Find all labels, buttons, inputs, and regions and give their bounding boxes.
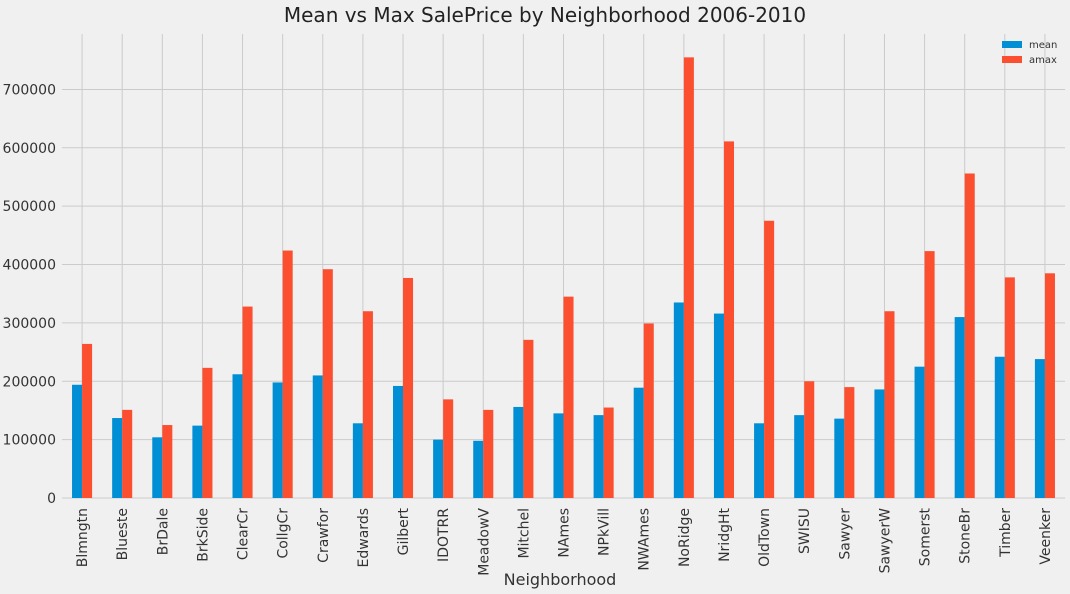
bars <box>72 57 1055 499</box>
x-tick-label: SawyerW <box>877 508 893 574</box>
bar-amax-Crawfor <box>322 269 333 498</box>
x-tick-label: MeadowV <box>476 508 492 576</box>
bar-mean-Blueste <box>112 418 123 498</box>
y-axis-ticks: 0 100000 200000 300000 400000 500000 600000 700… <box>3 82 56 507</box>
y-tick-label: 600000 <box>3 141 56 157</box>
y-tick-label: 100000 <box>3 433 56 449</box>
bar-mean-Timber <box>994 356 1005 498</box>
bar-amax-Edwards <box>362 311 373 498</box>
x-tick-label: Blueste <box>115 508 131 560</box>
x-tick-label: NoRidge <box>677 508 693 567</box>
bar-amax-NoRidge <box>683 57 694 498</box>
bar-amax-BrkSide <box>202 367 213 498</box>
bar-amax-MeadowV <box>483 409 494 498</box>
bar-amax-Blueste <box>122 409 133 498</box>
bar-mean-NWAmes <box>633 387 644 498</box>
x-tick-label: BrDale <box>155 508 171 555</box>
bar-mean-Mitchel <box>513 406 524 498</box>
bar-amax-SawyerW <box>884 311 895 498</box>
x-tick-label: IDOTRR <box>436 508 452 562</box>
bar-amax-StoneBr <box>964 173 975 498</box>
bar-mean-SawyerW <box>874 389 885 498</box>
legend-swatch-mean <box>1002 41 1022 48</box>
x-tick-label: NPkVill <box>597 508 613 556</box>
bar-mean-StoneBr <box>954 317 965 498</box>
bar-mean-BrkSide <box>192 425 203 498</box>
bar-amax-Gilbert <box>403 277 414 498</box>
legend-swatch-amax <box>1002 56 1022 63</box>
y-tick-label: 700000 <box>3 82 56 98</box>
bar-mean-Somerst <box>914 366 925 498</box>
y-tick-label: 200000 <box>3 374 56 390</box>
x-tick-label: Sawyer <box>837 508 853 560</box>
x-tick-label: Somerst <box>918 507 934 566</box>
y-tick-label: 500000 <box>3 199 56 215</box>
x-tick-label: OldTown <box>757 508 773 567</box>
bar-mean-OldTown <box>754 423 765 498</box>
bar-mean-Sawyer <box>834 418 845 498</box>
x-tick-label: Crawfor <box>316 508 332 563</box>
bar-mean-NoRidge <box>673 302 684 498</box>
legend-label-mean: mean <box>1029 40 1057 51</box>
x-tick-label: ClearCr <box>236 508 252 560</box>
bar-amax-NPkVill <box>603 407 614 498</box>
bar-mean-CollgCr <box>272 382 283 498</box>
bar-amax-IDOTRR <box>443 399 454 498</box>
x-tick-label: CollgCr <box>276 508 292 559</box>
x-tick-label: Gilbert <box>396 507 412 555</box>
bar-amax-Blmngtn <box>82 343 93 498</box>
y-tick-label: 300000 <box>3 316 56 332</box>
bar-amax-SWISU <box>804 381 815 498</box>
bar-amax-Veenker <box>1044 273 1055 498</box>
x-tick-label: Mitchel <box>516 508 532 559</box>
chart-title: Mean vs Max SalePrice by Neighborhood 20… <box>284 3 806 27</box>
bar-mean-NridgHt <box>713 313 724 498</box>
bar-mean-NAmes <box>553 413 564 498</box>
bar-amax-CollgCr <box>282 250 293 498</box>
bar-mean-BrDale <box>152 437 163 498</box>
bar-mean-IDOTRR <box>433 439 444 498</box>
x-tick-label: StoneBr <box>958 508 974 564</box>
bar-amax-NridgHt <box>723 141 735 499</box>
legend-label-amax: amax <box>1029 55 1057 66</box>
bar-amax-Timber <box>1004 277 1015 498</box>
bar-amax-Sawyer <box>844 387 855 498</box>
bar-mean-SWISU <box>794 415 805 498</box>
legend: mean amax <box>1002 40 1057 66</box>
x-tick-label: NridgHt <box>717 508 733 562</box>
y-tick-label: 400000 <box>3 258 56 274</box>
x-tick-label: NWAmes <box>637 508 653 571</box>
x-tick-label: Blmngtn <box>75 508 91 567</box>
bar-mean-Veenker <box>1034 359 1045 498</box>
bar-mean-Crawfor <box>312 375 323 498</box>
bar-mean-Gilbert <box>392 385 404 498</box>
bar-mean-MeadowV <box>473 440 484 498</box>
bar-amax-BrDale <box>162 425 173 498</box>
bar-amax-NWAmes <box>643 323 654 498</box>
bar-mean-Blmngtn <box>72 384 83 498</box>
bar-amax-Mitchel <box>523 339 534 498</box>
bar-amax-ClearCr <box>242 306 253 498</box>
bar-mean-ClearCr <box>232 374 243 498</box>
x-tick-label: Veenker <box>1038 508 1054 565</box>
x-axis-label: Neighborhood <box>504 570 617 589</box>
bar-amax-NAmes <box>563 296 574 498</box>
bar-mean-Edwards <box>352 423 363 498</box>
bar-amax-OldTown <box>764 220 775 499</box>
x-tick-label: NAmes <box>557 508 573 558</box>
x-tick-label: Timber <box>998 508 1014 558</box>
bar-mean-NPkVill <box>593 415 604 498</box>
x-tick-label: SWISU <box>797 508 813 554</box>
bar-amax-Somerst <box>924 251 935 498</box>
x-tick-label: Edwards <box>356 508 372 567</box>
x-axis-ticks: Blmngtn Blueste BrDale BrkSide ClearCr CollgC… <box>75 507 1054 575</box>
x-tick-label: BrkSide <box>195 508 211 562</box>
y-tick-label: 0 <box>47 491 56 507</box>
